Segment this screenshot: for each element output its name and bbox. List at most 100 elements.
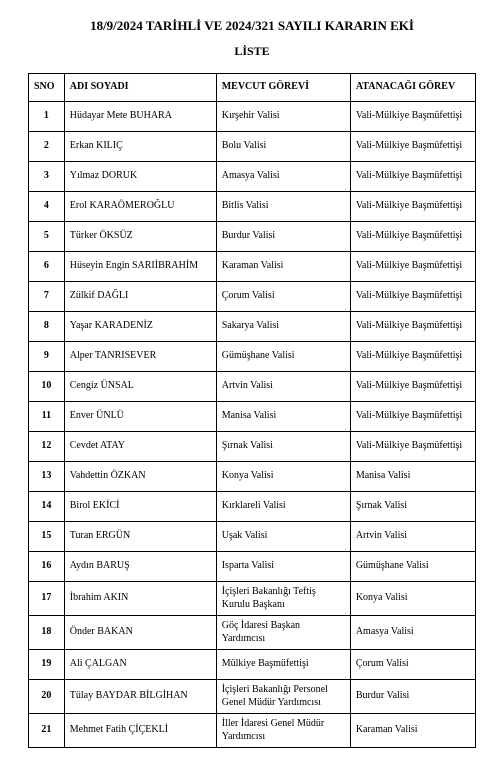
table-row: 4Erol KARAÖMEROĞLUBitlis ValisiVali-Mülk…	[29, 192, 476, 222]
cell-new: Vali-Mülkiye Başmüfettişi	[350, 372, 475, 402]
cell-sno: 3	[29, 162, 65, 192]
table-row: 1Hüdayar Mete BUHARAKırşehir ValisiVali-…	[29, 102, 476, 132]
cell-current: Burdur Valisi	[216, 222, 350, 252]
table-row: 21Mehmet Fatih ÇİÇEKLİİller İdaresi Gene…	[29, 714, 476, 748]
cell-new: Çorum Valisi	[350, 650, 475, 680]
cell-name: Turan ERGÜN	[64, 522, 216, 552]
cell-name: Yaşar KARADENİZ	[64, 312, 216, 342]
cell-name: Mehmet Fatih ÇİÇEKLİ	[64, 714, 216, 748]
cell-sno: 10	[29, 372, 65, 402]
cell-new: Konya Valisi	[350, 582, 475, 616]
cell-name: Alper TANRISEVER	[64, 342, 216, 372]
table-row: 3Yılmaz DORUKAmasya ValisiVali-Mülkiye B…	[29, 162, 476, 192]
cell-new: Vali-Mülkiye Başmüfettişi	[350, 342, 475, 372]
cell-sno: 17	[29, 582, 65, 616]
cell-current: Mülkiye Başmüfettişi	[216, 650, 350, 680]
cell-name: Zülkif DAĞLI	[64, 282, 216, 312]
cell-sno: 15	[29, 522, 65, 552]
table-row: 6Hüseyin Engin SARIİBRAHİMKaraman Valisi…	[29, 252, 476, 282]
cell-sno: 1	[29, 102, 65, 132]
appointments-table: SNO ADI SOYADI MEVCUT GÖREVİ ATANACAĞI G…	[28, 73, 476, 748]
table-row: 13Vahdettin ÖZKANKonya ValisiManisa Vali…	[29, 462, 476, 492]
cell-new: Vali-Mülkiye Başmüfettişi	[350, 102, 475, 132]
cell-name: Hüseyin Engin SARIİBRAHİM	[64, 252, 216, 282]
cell-current: Gümüşhane Valisi	[216, 342, 350, 372]
col-header-current: MEVCUT GÖREVİ	[216, 74, 350, 102]
cell-current: Göç İdaresi Başkan Yardımcısı	[216, 616, 350, 650]
cell-new: Gümüşhane Valisi	[350, 552, 475, 582]
cell-current: Amasya Valisi	[216, 162, 350, 192]
table-row: 17İbrahim AKINİçişleri Bakanlığı Teftiş …	[29, 582, 476, 616]
cell-current: İçişleri Bakanlığı Personel Genel Müdür …	[216, 680, 350, 714]
cell-name: Hüdayar Mete BUHARA	[64, 102, 216, 132]
table-row: 11Enver ÜNLÜManisa ValisiVali-Mülkiye Ba…	[29, 402, 476, 432]
document-page: 18/9/2024 TARİHLİ VE 2024/321 SAYILI KAR…	[0, 0, 504, 778]
cell-new: Vali-Mülkiye Başmüfettişi	[350, 222, 475, 252]
table-row: 9Alper TANRISEVERGümüşhane ValisiVali-Mü…	[29, 342, 476, 372]
cell-current: İller İdaresi Genel Müdür Yardımcısı	[216, 714, 350, 748]
cell-current: Çorum Valisi	[216, 282, 350, 312]
cell-current: Artvin Valisi	[216, 372, 350, 402]
cell-name: Türker ÖKSÜZ	[64, 222, 216, 252]
cell-sno: 5	[29, 222, 65, 252]
cell-sno: 11	[29, 402, 65, 432]
table-row: 15Turan ERGÜNUşak ValisiArtvin Valisi	[29, 522, 476, 552]
cell-new: Vali-Mülkiye Başmüfettişi	[350, 432, 475, 462]
cell-name: Erkan KILIÇ	[64, 132, 216, 162]
table-row: 7Zülkif DAĞLIÇorum ValisiVali-Mülkiye Ba…	[29, 282, 476, 312]
table-row: 19Ali ÇALGANMülkiye BaşmüfettişiÇorum Va…	[29, 650, 476, 680]
cell-sno: 8	[29, 312, 65, 342]
table-row: 20Tülay BAYDAR BİLGİHANİçişleri Bakanlığ…	[29, 680, 476, 714]
cell-new: Vali-Mülkiye Başmüfettişi	[350, 282, 475, 312]
cell-current: İçişleri Bakanlığı Teftiş Kurulu Başkanı	[216, 582, 350, 616]
cell-new: Manisa Valisi	[350, 462, 475, 492]
page-title: 18/9/2024 TARİHLİ VE 2024/321 SAYILI KAR…	[28, 18, 476, 34]
cell-current: Şırnak Valisi	[216, 432, 350, 462]
cell-sno: 13	[29, 462, 65, 492]
cell-name: Tülay BAYDAR BİLGİHAN	[64, 680, 216, 714]
cell-name: Cengiz ÜNSAL	[64, 372, 216, 402]
table-row: 8Yaşar KARADENİZSakarya ValisiVali-Mülki…	[29, 312, 476, 342]
cell-name: İbrahim AKIN	[64, 582, 216, 616]
table-row: 14Birol EKİCİKırklareli ValisiŞırnak Val…	[29, 492, 476, 522]
cell-current: Bitlis Valisi	[216, 192, 350, 222]
cell-current: Kırşehir Valisi	[216, 102, 350, 132]
cell-sno: 9	[29, 342, 65, 372]
page-subtitle: LİSTE	[28, 44, 476, 59]
cell-current: Manisa Valisi	[216, 402, 350, 432]
cell-current: Karaman Valisi	[216, 252, 350, 282]
cell-sno: 19	[29, 650, 65, 680]
cell-sno: 21	[29, 714, 65, 748]
cell-new: Vali-Mülkiye Başmüfettişi	[350, 402, 475, 432]
cell-name: Enver ÜNLÜ	[64, 402, 216, 432]
cell-new: Karaman Valisi	[350, 714, 475, 748]
cell-sno: 16	[29, 552, 65, 582]
cell-current: Kırklareli Valisi	[216, 492, 350, 522]
col-header-new: ATANACAĞI GÖREV	[350, 74, 475, 102]
cell-new: Vali-Mülkiye Başmüfettişi	[350, 252, 475, 282]
cell-current: Uşak Valisi	[216, 522, 350, 552]
cell-new: Vali-Mülkiye Başmüfettişi	[350, 192, 475, 222]
cell-name: Ali ÇALGAN	[64, 650, 216, 680]
table-row: 2Erkan KILIÇBolu ValisiVali-Mülkiye Başm…	[29, 132, 476, 162]
cell-new: Amasya Valisi	[350, 616, 475, 650]
cell-new: Burdur Valisi	[350, 680, 475, 714]
cell-current: Konya Valisi	[216, 462, 350, 492]
table-row: 12Cevdet ATAYŞırnak ValisiVali-Mülkiye B…	[29, 432, 476, 462]
cell-sno: 12	[29, 432, 65, 462]
cell-name: Erol KARAÖMEROĞLU	[64, 192, 216, 222]
cell-current: Sakarya Valisi	[216, 312, 350, 342]
col-header-sno: SNO	[29, 74, 65, 102]
cell-new: Vali-Mülkiye Başmüfettişi	[350, 162, 475, 192]
cell-name: Birol EKİCİ	[64, 492, 216, 522]
table-body: 1Hüdayar Mete BUHARAKırşehir ValisiVali-…	[29, 102, 476, 748]
cell-sno: 20	[29, 680, 65, 714]
cell-sno: 14	[29, 492, 65, 522]
cell-sno: 18	[29, 616, 65, 650]
col-header-name: ADI SOYADI	[64, 74, 216, 102]
table-row: 5Türker ÖKSÜZBurdur ValisiVali-Mülkiye B…	[29, 222, 476, 252]
cell-name: Yılmaz DORUK	[64, 162, 216, 192]
cell-name: Aydın BARUŞ	[64, 552, 216, 582]
cell-new: Vali-Mülkiye Başmüfettişi	[350, 312, 475, 342]
cell-name: Vahdettin ÖZKAN	[64, 462, 216, 492]
